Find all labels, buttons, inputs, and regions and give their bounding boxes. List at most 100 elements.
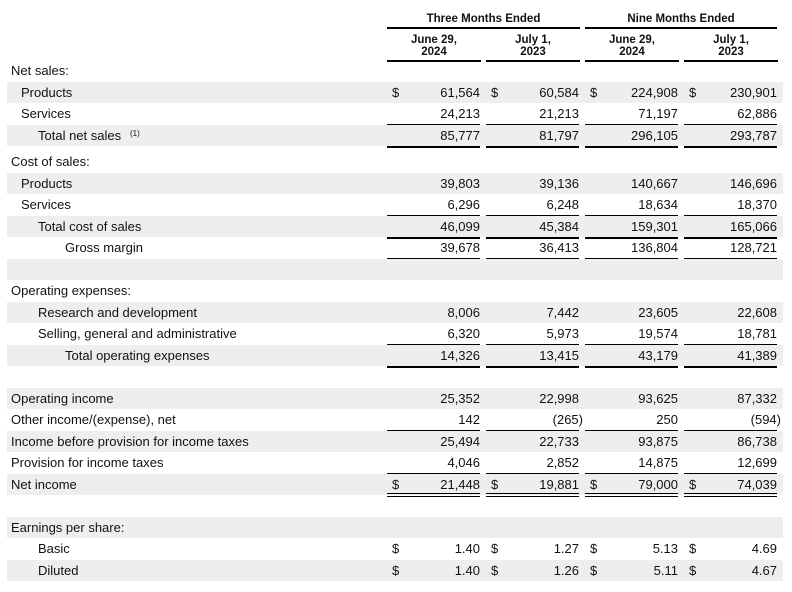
value-cell: (594) <box>684 409 781 432</box>
column-header-line: June 29, <box>410 34 458 46</box>
currency-symbol: $ <box>689 476 697 492</box>
column-header: July 1, 2023 <box>684 34 778 58</box>
value-cell: 14,326 <box>387 345 480 368</box>
header-rule <box>486 60 580 62</box>
table-row: Products $61,564 $60,584 $224,908 $230,901 <box>7 81 783 103</box>
table-row: Services 24,213 21,213 71,197 62,886 <box>7 103 783 126</box>
value-cell: $1.40 <box>387 560 480 581</box>
value: 142 <box>458 412 480 427</box>
value-cell: 12,699 <box>684 452 777 475</box>
column-header-line: 2023 <box>718 46 744 58</box>
value-cell: 39,678 <box>387 237 480 260</box>
table-row: Other income/(expense), net 142 (265) 250 (5… <box>7 409 783 432</box>
value: 39,678 <box>440 240 480 255</box>
currency-symbol: $ <box>689 84 697 100</box>
value: 23,605 <box>638 304 678 320</box>
currency-symbol: $ <box>590 476 598 492</box>
value: (594) <box>750 412 781 427</box>
currency-symbol: $ <box>590 84 598 100</box>
value: 45,384 <box>539 218 579 234</box>
value-cell: 293,787 <box>684 125 777 148</box>
value-cell: $21,448 <box>387 474 480 497</box>
row-label: Services <box>21 197 71 212</box>
row-label: Cost of sales: <box>11 154 90 169</box>
row-label: Operating income <box>11 390 114 406</box>
value-cell: 46,099 <box>387 216 480 239</box>
value-cell: 159,301 <box>585 216 678 239</box>
value: 60,584 <box>539 84 579 100</box>
value-cell: 8,006 <box>387 302 480 323</box>
value: 159,301 <box>631 218 678 234</box>
value-cell: 2,852 <box>486 452 579 475</box>
value: 87,332 <box>737 390 777 406</box>
value: 25,494 <box>440 433 480 449</box>
table-row: Net income $21,448 $19,881 $79,000 $74,039 <box>7 473 783 497</box>
value: 39,803 <box>440 175 480 191</box>
value-cell: 23,605 <box>585 302 678 323</box>
value: 140,667 <box>631 175 678 191</box>
value: 6,320 <box>447 326 480 341</box>
value: 6,296 <box>447 197 480 212</box>
row-label: Provision for income taxes <box>11 455 164 470</box>
table-row: Selling, general and administrative 6,320… <box>7 323 783 346</box>
row-label: Other income/(expense), net <box>11 412 176 427</box>
value-cell: 22,608 <box>684 302 777 323</box>
value-cell: 62,886 <box>684 103 777 126</box>
row-label: Operating expenses: <box>11 283 131 298</box>
value: 296,105 <box>631 127 678 143</box>
column-header-line: July 1, <box>515 34 551 46</box>
value-cell: 6,296 <box>387 194 480 217</box>
value: 79,000 <box>638 476 678 492</box>
value-cell: 7,442 <box>486 302 579 323</box>
value: 39,136 <box>539 175 579 191</box>
table-row: Operating income 25,352 22,998 93,625 87,332 <box>7 387 783 409</box>
value: 41,389 <box>737 347 777 363</box>
value-cell: 165,066 <box>684 216 777 239</box>
value: 21,448 <box>440 476 480 492</box>
value: 5,973 <box>546 326 579 341</box>
value: 224,908 <box>631 84 678 100</box>
row-label: Diluted <box>38 562 79 578</box>
value-cell: 146,696 <box>684 173 777 194</box>
value-cell: (265) <box>486 409 583 432</box>
value: 81,797 <box>539 127 579 143</box>
value: 18,781 <box>737 326 777 341</box>
value-cell: 43,179 <box>585 345 678 368</box>
value-cell: 93,875 <box>585 431 678 452</box>
value: 1.40 <box>454 541 480 556</box>
currency-symbol: $ <box>392 562 400 578</box>
column-header: June 29, 2024 <box>585 34 679 58</box>
value-cell: $4.67 <box>684 560 777 581</box>
table-row: Total cost of sales 46,099 45,384 159,301 16… <box>7 215 783 239</box>
column-header-group-three-months: Three Months Ended <box>426 13 541 25</box>
header-rule <box>684 60 778 62</box>
column-header-line: 2024 <box>619 46 645 58</box>
value-cell: 19,574 <box>585 323 678 346</box>
currency-symbol: $ <box>491 562 499 578</box>
column-header-line: 2024 <box>421 46 447 58</box>
row-label: Income before provision for income taxes <box>11 433 249 449</box>
value: 4.67 <box>751 562 777 578</box>
value-cell: 6,248 <box>486 194 579 217</box>
value: 7,442 <box>546 304 579 320</box>
footnote-marker: (1) <box>130 128 140 138</box>
row-label: Gross margin <box>65 240 144 255</box>
value-cell: 18,781 <box>684 323 777 346</box>
value-cell: 71,197 <box>585 103 678 126</box>
header-rule <box>387 27 580 29</box>
header-rule <box>585 60 679 62</box>
value-cell: 24,213 <box>387 103 480 126</box>
value: 128,721 <box>730 240 777 255</box>
header-rule <box>585 27 777 29</box>
value-cell: $19,881 <box>486 474 579 497</box>
table-row: Products 39,803 39,136 140,667 146,696 <box>7 172 783 194</box>
value: 165,066 <box>730 218 777 234</box>
column-header: July 1, 2023 <box>486 34 580 58</box>
value: 8,006 <box>447 304 480 320</box>
spacer-row <box>7 495 783 517</box>
table-row: Operating expenses: <box>7 280 783 302</box>
value-cell: $61,564 <box>387 82 480 103</box>
value-cell: $230,901 <box>684 82 777 103</box>
row-label: Selling, general and administrative <box>38 326 237 341</box>
value: 18,370 <box>737 197 777 212</box>
